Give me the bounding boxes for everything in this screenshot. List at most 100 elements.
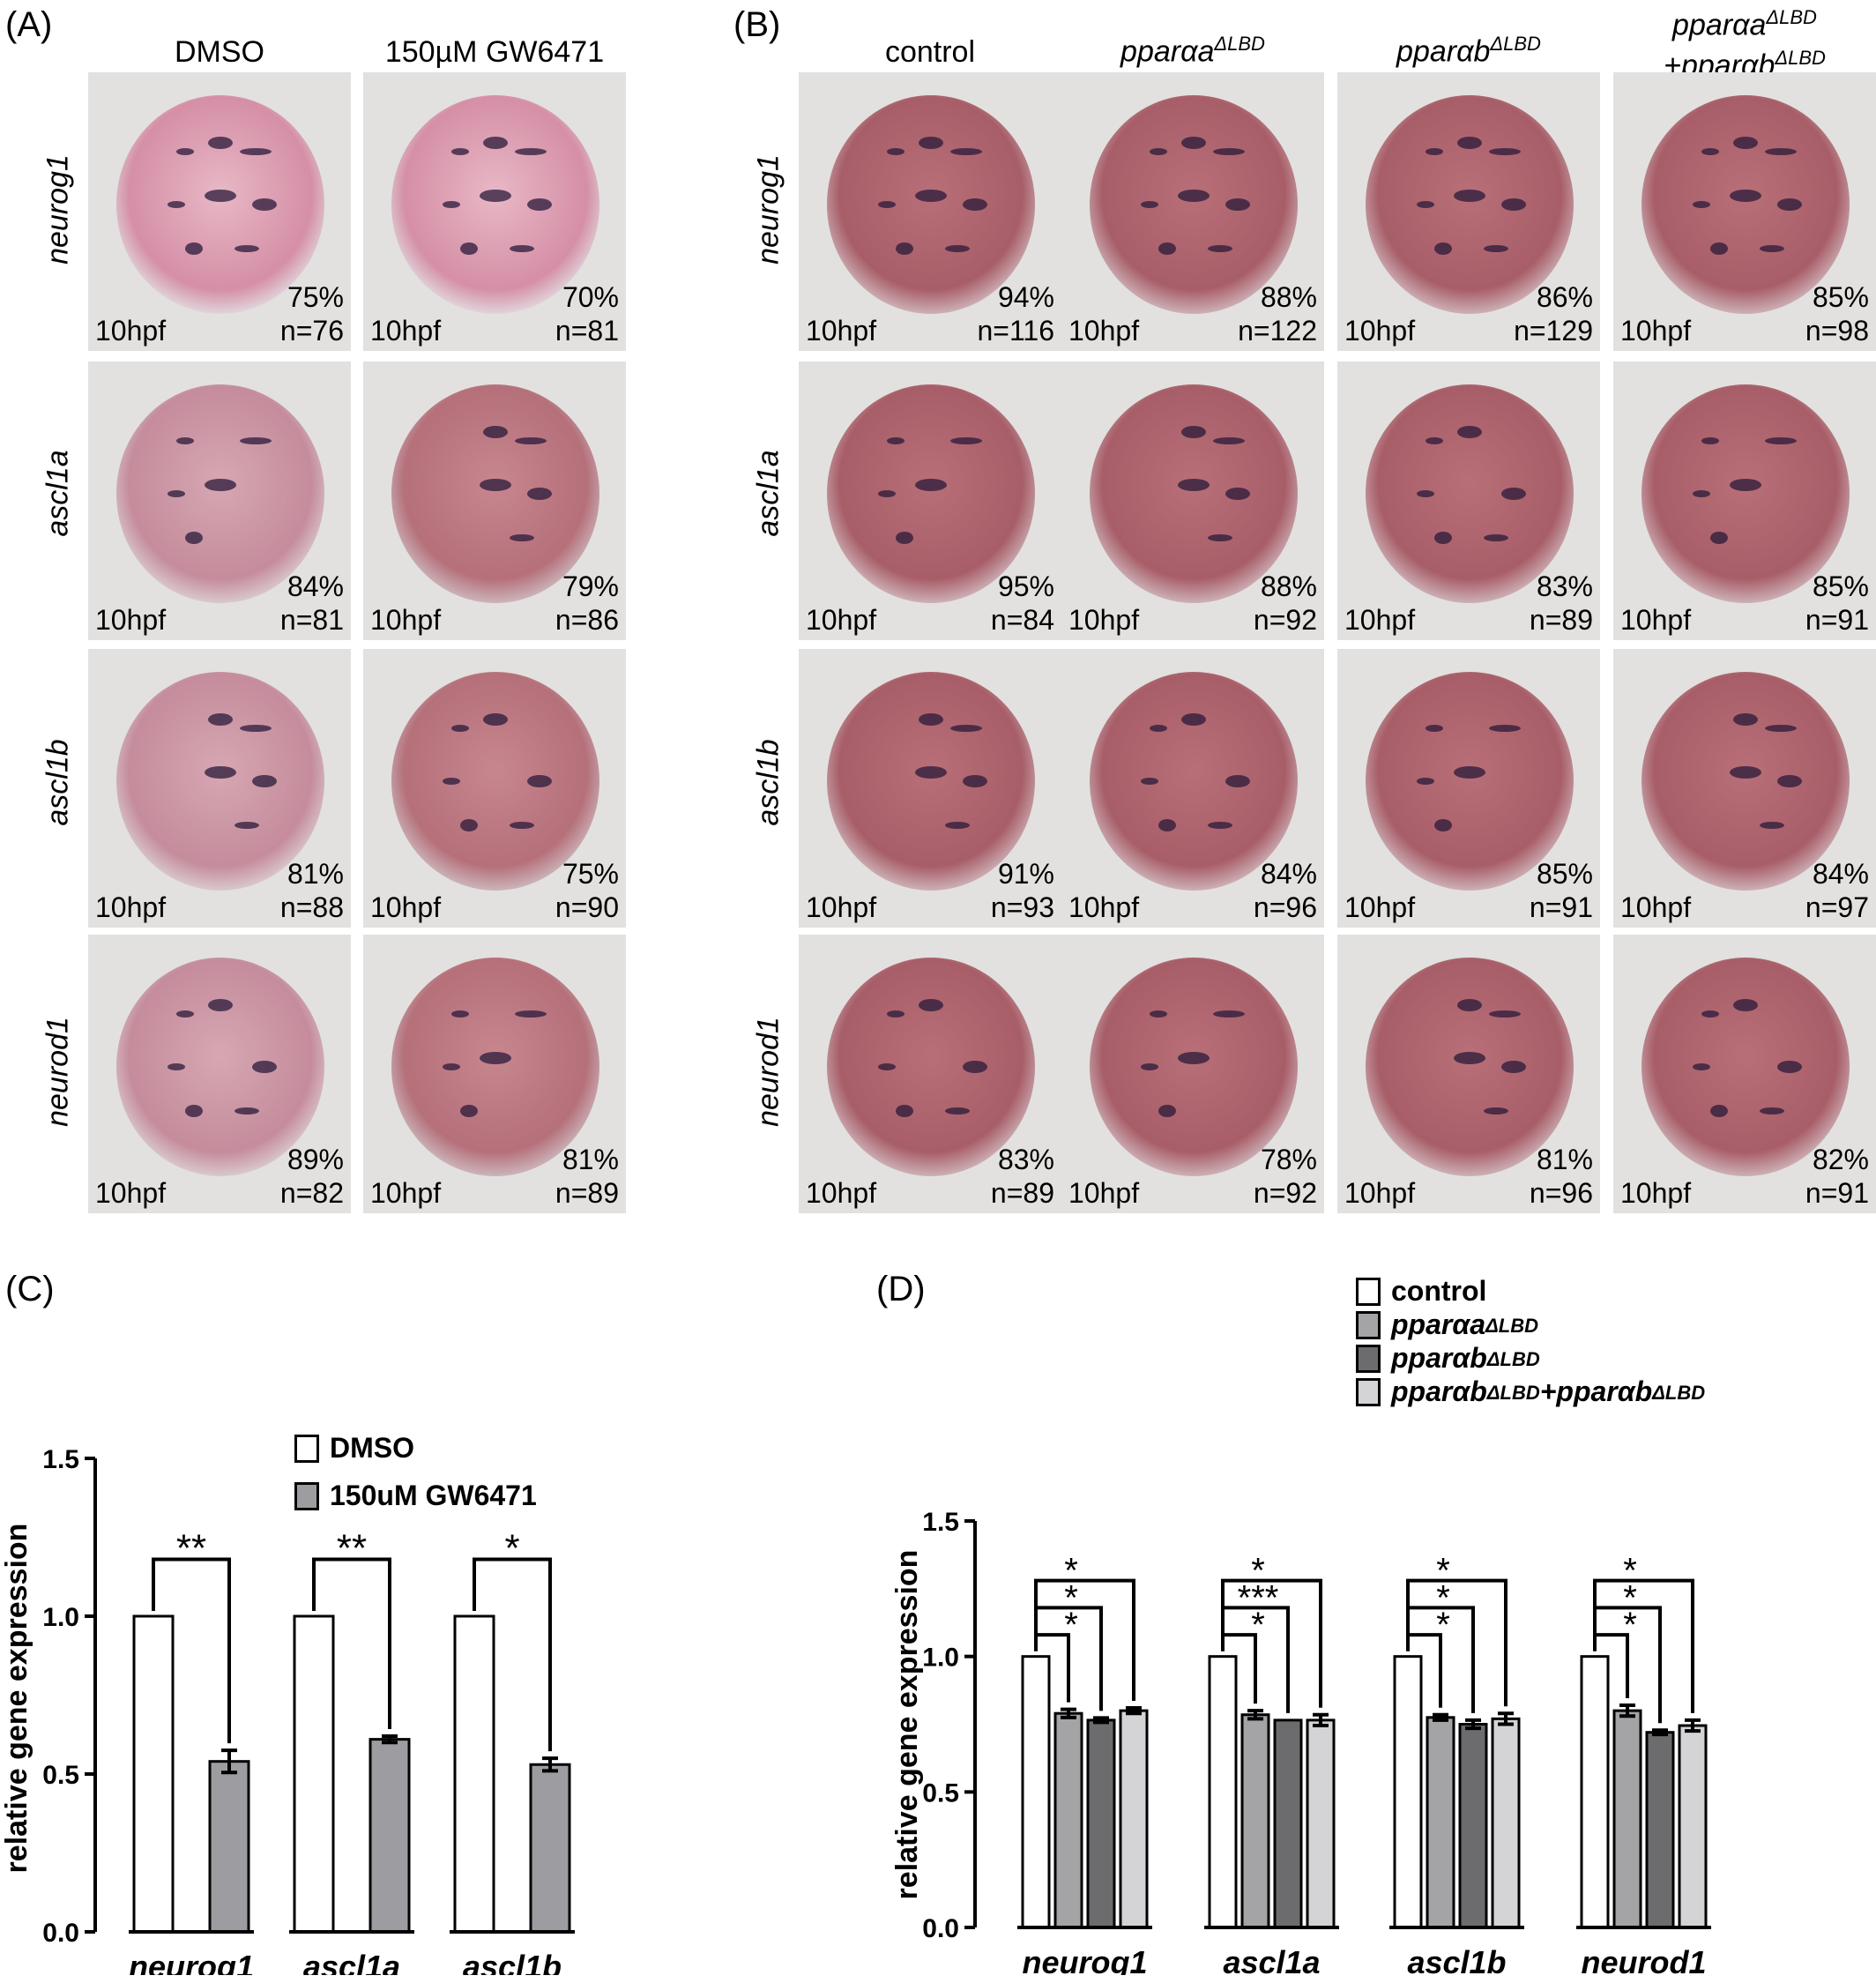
panel-a-row-ascl1a: ascl1a (41, 450, 75, 537)
stage-label: 10hpf (806, 315, 877, 347)
embryo-illustration (1642, 384, 1850, 603)
embryo-illustration (1642, 95, 1850, 314)
sample-size-label: n=86 (555, 604, 619, 636)
significance-bracket (312, 1557, 391, 1730)
stage-label: 10hpf (1068, 891, 1140, 923)
embryo-image-b-r3-c2: 10hpf 81% n=96 (1337, 935, 1600, 1213)
legend-c-gw-swatch (294, 1481, 319, 1510)
percentage-label: 88% (1260, 281, 1317, 313)
percentage-label: 70% (562, 281, 619, 313)
stage-label: 10hpf (95, 1177, 167, 1209)
sample-size-label: n=76 (279, 315, 344, 347)
sample-size-label: n=89 (1529, 604, 1593, 636)
percentage-label: 85% (1812, 570, 1869, 602)
panel-b-row-ascl1a: ascl1a (751, 450, 785, 537)
embryo-image-b-r2-c2: 10hpf 85% n=91 (1337, 649, 1600, 928)
embryo-illustration (827, 672, 1035, 891)
embryo-illustration (827, 95, 1035, 314)
significance-label: ** (176, 1527, 206, 1570)
embryo-image-a-r0-c1: 10hpf 70% n=81 (363, 72, 626, 351)
sample-size-label: n=90 (555, 891, 619, 923)
embryo-image-b-r0-c3: 10hpf 85% n=98 (1613, 72, 1876, 351)
sample-size-label: n=91 (1805, 604, 1869, 636)
panel-b-row-ascl1b: ascl1b (751, 739, 785, 826)
embryo-image-a-r1-c0: 10hpf 84% n=81 (88, 362, 351, 640)
panel-label-b: (B) (733, 5, 781, 44)
panel-a-column-gw6471: 150µM GW6471 (384, 35, 605, 69)
stage-label: 10hpf (370, 315, 442, 347)
sample-size-label: n=92 (1253, 604, 1317, 636)
sample-size-label: n=84 (990, 604, 1054, 636)
legend-d-pparab: pparαb ΔLBD (1356, 1342, 1540, 1375)
legend-d-pparaa: pparαa ΔLBD (1356, 1308, 1538, 1341)
panel-a-row-neurod1: neurod1 (41, 1017, 75, 1127)
y-axis-label: relative gene expression (0, 1524, 34, 1874)
embryo-illustration (1642, 672, 1850, 891)
embryo-illustration (1642, 958, 1850, 1176)
stage-label: 10hpf (1344, 604, 1416, 636)
embryo-image-b-r1-c2: 10hpf 83% n=89 (1337, 362, 1600, 640)
percentage-label: 84% (1260, 858, 1317, 890)
stage-label: 10hpf (806, 604, 877, 636)
significance-label: * (1436, 1606, 1450, 1644)
bar (1021, 1655, 1051, 1929)
legend-d-double-label1: pparαb (1391, 1375, 1487, 1407)
legend-d-double-sup1: ΔLBD (1486, 1382, 1540, 1404)
panel-a-column-dmso: DMSO (175, 35, 264, 69)
sample-size-label: n=97 (1805, 891, 1869, 923)
stage-label: 10hpf (1344, 891, 1416, 923)
embryo-illustration (1366, 672, 1574, 891)
x-category-label: ascl1a (303, 1949, 400, 1975)
legend-d-double-label2: +pparαb (1539, 1375, 1653, 1407)
legend-d-double: pparαb ΔLBD +pparαb ΔLBD (1356, 1375, 1705, 1408)
stage-label: 10hpf (806, 891, 877, 923)
panel-label-d: (D) (876, 1270, 926, 1308)
panel-label-a: (A) (5, 5, 53, 44)
significance-bracket (1406, 1578, 1508, 1707)
y-tick-label: 0.0 (922, 1914, 959, 1943)
stage-label: 10hpf (95, 604, 167, 636)
bar (1240, 1713, 1270, 1929)
chart-panel-c: 0.0 0.5 1.0 1.5 relative gene expression neur… (0, 1445, 575, 1975)
bar (529, 1763, 571, 1934)
embryo-image-b-r3-c0: 10hpf 83% n=89 (799, 935, 1061, 1213)
bar (1273, 1718, 1303, 1929)
percentage-label: 81% (1536, 1144, 1593, 1175)
panel-b-column-pparab-sup: ΔLBD (1490, 33, 1541, 55)
embryo-image-a-r2-c0: 10hpf 81% n=88 (88, 649, 351, 928)
sample-size-label: n=81 (555, 315, 619, 347)
significance-bracket (1034, 1578, 1135, 1702)
sample-size-label: n=96 (1529, 1177, 1593, 1209)
embryo-image-b-r1-c3: 10hpf 85% n=91 (1613, 362, 1876, 640)
embryo-image-b-r3-c3: 10hpf 82% n=91 (1613, 935, 1876, 1213)
bar (1053, 1711, 1083, 1929)
x-category-label: neurod1 (1581, 1944, 1706, 1975)
x-category-label: neurog1 (1022, 1944, 1147, 1975)
y-tick-label: 1.0 (922, 1644, 959, 1673)
stage-label: 10hpf (1620, 604, 1692, 636)
sample-size-label: n=88 (279, 891, 344, 923)
panel-a-row-ascl1b: ascl1b (41, 739, 75, 826)
embryo-illustration (391, 958, 599, 1176)
significance-bracket (1221, 1578, 1322, 1708)
percentage-label: 94% (997, 281, 1054, 313)
sample-size-label: n=89 (990, 1177, 1054, 1209)
sample-size-label: n=91 (1529, 891, 1593, 923)
percentage-label: 89% (287, 1144, 344, 1175)
percentage-label: 86% (1536, 281, 1593, 313)
sample-size-label: n=81 (279, 604, 344, 636)
percentage-label: 84% (1812, 858, 1869, 890)
stage-label: 10hpf (1620, 891, 1692, 923)
percentage-label: 84% (287, 570, 344, 602)
stage-label: 10hpf (1344, 315, 1416, 347)
percentage-label: 85% (1812, 281, 1869, 313)
embryo-illustration (1090, 95, 1298, 314)
embryo-image-b-r2-c1: 10hpf 84% n=96 (1061, 649, 1324, 928)
y-tick-label: 0.0 (42, 1919, 79, 1948)
embryo-illustration (391, 672, 599, 891)
embryo-image-b-r3-c1: 10hpf 78% n=92 (1061, 935, 1324, 1213)
sample-size-label: n=98 (1805, 315, 1869, 347)
x-category-label: ascl1a (1223, 1944, 1320, 1975)
significance-label: * (1251, 1552, 1265, 1591)
percentage-label: 79% (562, 570, 619, 602)
